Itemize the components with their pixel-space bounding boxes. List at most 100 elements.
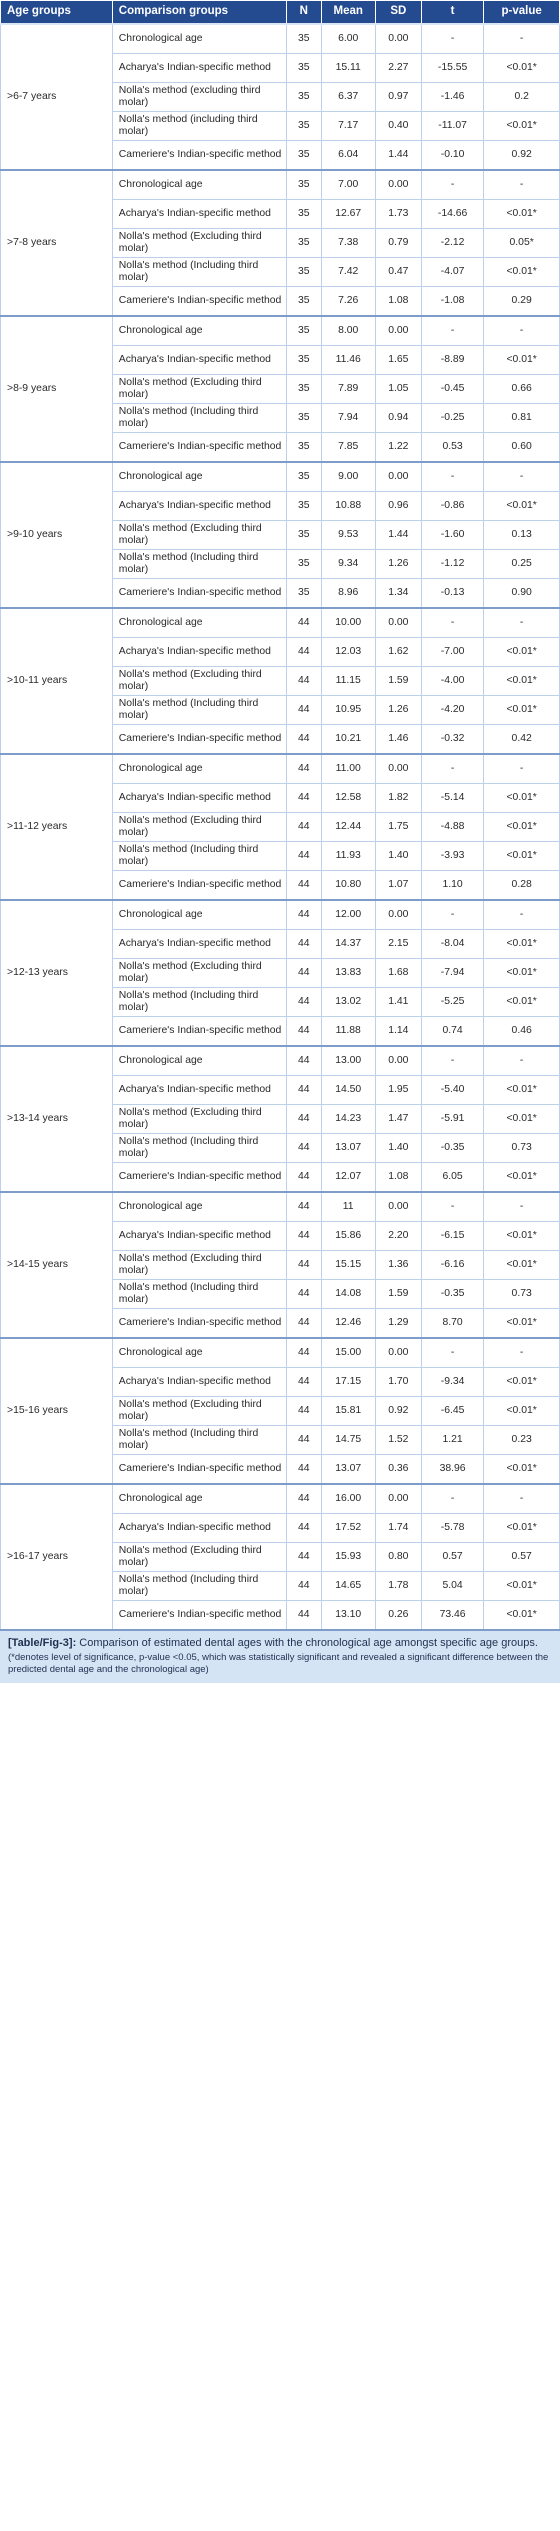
comparison-group-cell: Chronological age [111,1483,288,1514]
n-cell: 35 [286,169,322,200]
n-cell: 35 [286,111,322,141]
p-value-cell: <0.01* [483,1600,560,1631]
comparison-group-cell: Nolla's method (Including third molar) [111,1133,288,1163]
n-cell: 44 [286,1396,322,1426]
t-cell: -0.13 [420,578,485,609]
t-cell: -8.89 [420,345,485,375]
p-value-cell: <0.01* [483,1104,560,1134]
table-row: Nolla's method (Including third molar) 35… [1,403,560,433]
header-age-groups: Age groups [0,0,113,25]
n-cell: 35 [286,286,322,317]
table-row: Cameriere's Indian-specific method 44 11.8… [1,1016,560,1047]
t-cell: 1.21 [420,1425,485,1455]
n-cell: 44 [286,637,322,667]
n-cell: 44 [286,1104,322,1134]
table-row: Cameriere's Indian-specific method 35 6.04… [1,140,560,171]
sd-cell: 0.00 [374,607,422,638]
t-cell: 0.57 [420,1542,485,1572]
caption-note: (*denotes level of significance, p-value… [8,1652,549,1675]
t-cell: -0.10 [420,140,485,171]
sd-cell: 1.05 [374,374,422,404]
sd-cell: 0.79 [374,228,422,258]
table-row: Cameriere's Indian-specific method 35 7.85… [1,432,560,463]
comparison-group-cell: Acharya's Indian-specific method [111,199,288,229]
table-row: Nolla's method (Excluding third molar) 44… [1,1542,560,1572]
table-row: Nolla's method (Excluding third molar) 44… [1,958,560,988]
table-row: Cameriere's Indian-specific method 44 13.0… [1,1454,560,1485]
mean-cell: 13.83 [320,958,376,988]
t-cell: -0.35 [420,1133,485,1163]
p-value-cell: - [483,23,560,54]
mean-cell: 7.85 [320,432,376,463]
mean-cell: 14.08 [320,1279,376,1309]
n-cell: 35 [286,578,322,609]
results-table: Age groups Comparison groups N Mean SD t… [0,0,560,1631]
table-row: Acharya's Indian-specific method 35 12.67 1… [1,199,560,229]
mean-cell: 7.26 [320,286,376,317]
table-row: Nolla's method (Including third molar) 44… [1,1133,560,1163]
t-cell: -5.91 [420,1104,485,1134]
comparison-group-cell: Cameriere's Indian-specific method [111,286,288,317]
p-value-cell: 0.73 [483,1133,560,1163]
mean-cell: 11.00 [320,753,376,784]
mean-cell: 10.80 [320,870,376,901]
sd-cell: 1.40 [374,841,422,871]
sd-cell: 1.36 [374,1250,422,1280]
mean-cell: 13.02 [320,987,376,1017]
table-row: Cameriere's Indian-specific method 44 10.2… [1,724,560,755]
comparison-group-cell: Nolla's method (Excluding third molar) [111,1250,288,1280]
mean-cell: 10.95 [320,695,376,725]
table-row: Cameriere's Indian-specific method 44 12.4… [1,1308,560,1339]
mean-cell: 7.38 [320,228,376,258]
table-row: Nolla's method (Including third molar) 44… [1,1425,560,1455]
sd-cell: 0.26 [374,1600,422,1631]
n-cell: 44 [286,1075,322,1105]
n-cell: 35 [286,461,322,492]
table-row: Nolla's method (Excluding third molar) 44… [1,1396,560,1426]
comparison-group-cell: Cameriere's Indian-specific method [111,578,288,609]
sd-cell: 1.75 [374,812,422,842]
p-value-cell: <0.01* [483,111,560,141]
comparison-group-cell: Chronological age [111,169,288,200]
mean-cell: 17.15 [320,1367,376,1397]
mean-cell: 16.00 [320,1483,376,1514]
p-value-cell: 0.46 [483,1016,560,1047]
table-row: >16-17 years Chronological age 44 16.00 0.00… [0,1483,560,1631]
sd-cell: 0.00 [374,1483,422,1514]
sd-cell: 1.08 [374,286,422,317]
mean-cell: 7.42 [320,257,376,287]
t-cell: -11.07 [420,111,485,141]
sd-cell: 1.34 [374,578,422,609]
mean-cell: 13.07 [320,1454,376,1485]
n-cell: 44 [286,1425,322,1455]
sd-cell: 1.40 [374,1133,422,1163]
table-row: Nolla's method (Including third molar) 44… [1,1279,560,1309]
t-cell: - [420,169,485,200]
comparison-group-cell: Cameriere's Indian-specific method [111,1600,288,1631]
comparison-group-cell: Chronological age [111,461,288,492]
n-cell: 35 [286,403,322,433]
mean-cell: 14.23 [320,1104,376,1134]
comparison-group-cell: Acharya's Indian-specific method [111,491,288,521]
table-row: Nolla's method (Excluding third molar) 44… [1,666,560,696]
t-cell: -6.45 [420,1396,485,1426]
n-cell: 44 [286,1162,322,1193]
n-cell: 44 [286,870,322,901]
t-cell: -15.55 [420,53,485,83]
age-group-cell: >15-16 years [0,1337,113,1485]
mean-cell: 8.96 [320,578,376,609]
t-cell: - [420,899,485,930]
p-value-cell: <0.01* [483,812,560,842]
t-cell: -0.32 [420,724,485,755]
comparison-group-cell: Nolla's method (Including third molar) [111,257,288,287]
mean-cell: 12.44 [320,812,376,842]
n-cell: 44 [286,1571,322,1601]
age-group-cell: >8-9 years [0,315,113,463]
header-row: Age groups Comparison groups N Mean SD t… [0,0,560,25]
comparison-group-cell: Cameriere's Indian-specific method [111,1016,288,1047]
comparison-group-cell: Nolla's method (Including third molar) [111,1425,288,1455]
p-value-cell: - [483,315,560,346]
header-mean: Mean [320,0,376,25]
n-cell: 35 [286,549,322,579]
table-row: Nolla's method (Including third molar) 35… [1,549,560,579]
